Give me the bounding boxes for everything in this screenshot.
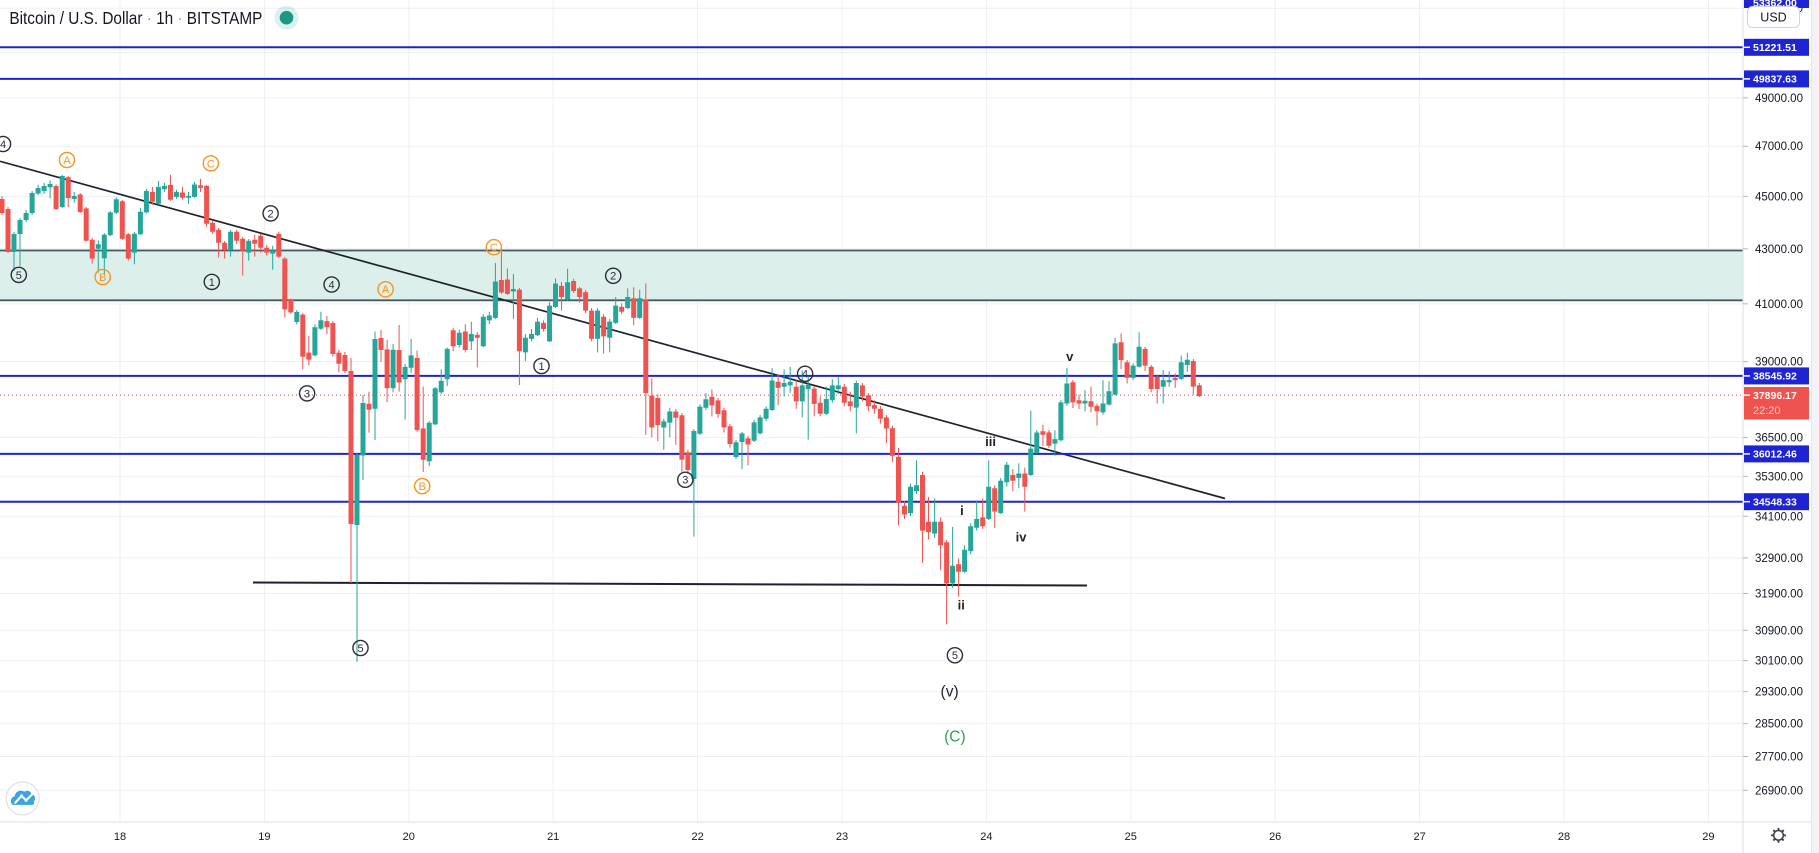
svg-text:A: A — [382, 284, 390, 296]
svg-text:21: 21 — [547, 831, 559, 843]
svg-text:30900.00: 30900.00 — [1755, 625, 1803, 637]
svg-text:34548.33: 34548.33 — [1753, 497, 1797, 509]
svg-text:1: 1 — [538, 361, 544, 373]
svg-text:45000.00: 45000.00 — [1755, 191, 1803, 203]
svg-text:B: B — [99, 272, 106, 284]
svg-text:B: B — [419, 481, 426, 493]
svg-text:4: 4 — [329, 279, 335, 291]
svg-text:2: 2 — [610, 271, 616, 283]
svg-text:1: 1 — [209, 277, 215, 289]
svg-text:26900.00: 26900.00 — [1755, 785, 1803, 797]
svg-text:27700.00: 27700.00 — [1755, 752, 1803, 764]
svg-text:4: 4 — [0, 139, 6, 151]
svg-text:28500.00: 28500.00 — [1755, 719, 1803, 731]
svg-text:18: 18 — [114, 831, 126, 843]
svg-text:34100.00: 34100.00 — [1755, 511, 1803, 523]
svg-text:38545.92: 38545.92 — [1753, 371, 1797, 383]
svg-text:4: 4 — [802, 369, 808, 381]
svg-text:23: 23 — [836, 831, 848, 843]
svg-text:22: 22 — [691, 831, 703, 843]
svg-text:36500.00: 36500.00 — [1755, 433, 1803, 445]
svg-text:30100.00: 30100.00 — [1755, 656, 1803, 668]
svg-text:iv: iv — [1016, 530, 1028, 545]
svg-text:5: 5 — [357, 643, 363, 655]
svg-text:25: 25 — [1125, 831, 1137, 843]
svg-text:24: 24 — [980, 831, 992, 843]
svg-text:27: 27 — [1413, 831, 1425, 843]
svg-text:49000.00: 49000.00 — [1755, 93, 1803, 105]
svg-text:3: 3 — [304, 388, 310, 400]
svg-text:3: 3 — [682, 475, 688, 487]
svg-text:USD: USD — [1760, 11, 1786, 25]
svg-text:47000.00: 47000.00 — [1755, 141, 1803, 153]
svg-text:A: A — [63, 155, 71, 167]
svg-text:43000.00: 43000.00 — [1755, 244, 1803, 256]
svg-text:41000.00: 41000.00 — [1755, 299, 1803, 311]
svg-text:26: 26 — [1269, 831, 1281, 843]
svg-text:32900.00: 32900.00 — [1755, 553, 1803, 565]
svg-text:49837.63: 49837.63 — [1753, 74, 1797, 86]
svg-text:51221.51: 51221.51 — [1753, 42, 1797, 54]
svg-text:2: 2 — [268, 208, 274, 220]
svg-text:53362.00: 53362.00 — [1753, 0, 1797, 10]
svg-text:36012.46: 36012.46 — [1753, 449, 1797, 461]
svg-text:C: C — [490, 242, 498, 254]
svg-text:i: i — [960, 503, 964, 518]
svg-text:31900.00: 31900.00 — [1755, 589, 1803, 601]
svg-text:Bitcoin / U.S. Dollar · 1h · B: Bitcoin / U.S. Dollar · 1h · BITSTAMP — [9, 8, 262, 28]
svg-text:5: 5 — [952, 650, 958, 662]
svg-text:ii: ii — [958, 597, 965, 612]
svg-text:35300.00: 35300.00 — [1755, 471, 1803, 483]
svg-text:5: 5 — [16, 270, 22, 282]
svg-text:C: C — [207, 158, 215, 170]
svg-text:v: v — [1066, 349, 1074, 364]
svg-text:(C): (C) — [944, 729, 966, 746]
svg-text:20: 20 — [403, 831, 415, 843]
svg-text:19: 19 — [258, 831, 270, 843]
svg-text:22:20: 22:20 — [1753, 405, 1781, 417]
svg-text:29: 29 — [1702, 831, 1714, 843]
svg-text:37896.17: 37896.17 — [1753, 390, 1797, 402]
svg-text:(v): (v) — [941, 683, 959, 700]
svg-text:iii: iii — [985, 434, 996, 449]
svg-text:29300.00: 29300.00 — [1755, 687, 1803, 699]
svg-text:39000.00: 39000.00 — [1755, 357, 1803, 369]
svg-text:28: 28 — [1558, 831, 1570, 843]
